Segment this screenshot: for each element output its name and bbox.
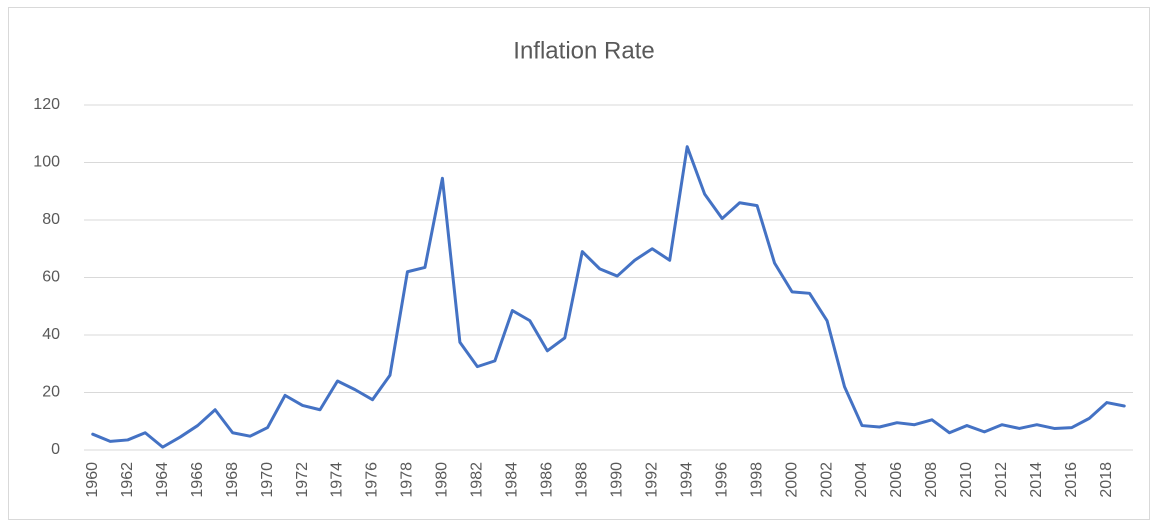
chart-title: Inflation Rate <box>513 37 654 64</box>
x-tick-label: 1962 <box>119 462 136 498</box>
x-tick-label: 2012 <box>993 462 1010 498</box>
y-tick-label: 60 <box>42 269 60 286</box>
x-tick-label: 1998 <box>748 462 765 498</box>
x-tick-label: 1994 <box>678 462 695 498</box>
x-tick-label: 1996 <box>713 462 730 498</box>
y-tick-label: 100 <box>33 154 60 171</box>
x-tick-label: 1992 <box>643 462 660 498</box>
x-tick-label: 2008 <box>923 462 940 498</box>
x-tick-label: 1982 <box>469 462 486 498</box>
x-tick-label: 2000 <box>783 462 800 498</box>
x-tick-label: 1976 <box>364 462 381 498</box>
x-tick-label: 2002 <box>818 462 835 498</box>
x-tick-label: 2014 <box>1028 462 1045 498</box>
y-tick-label: 120 <box>33 96 60 113</box>
x-tick-label: 1968 <box>224 462 241 498</box>
y-tick-label: 80 <box>42 211 60 228</box>
x-tick-label: 1966 <box>189 462 206 498</box>
x-tick-label: 2004 <box>853 462 870 498</box>
x-tick-label: 1970 <box>259 462 276 498</box>
x-tick-label: 1978 <box>399 462 416 498</box>
y-tick-label: 20 <box>42 384 60 401</box>
y-tick-label: 40 <box>42 326 60 343</box>
x-tick-label: 1974 <box>329 462 346 498</box>
y-tick-label: 0 <box>51 441 60 458</box>
x-tick-label: 1990 <box>608 462 625 498</box>
x-tick-label: 1972 <box>294 462 311 498</box>
x-tick-label: 2016 <box>1063 462 1080 498</box>
x-tick-label: 2010 <box>958 462 975 498</box>
x-tick-label: 1984 <box>504 462 521 498</box>
x-tick-label: 1988 <box>573 462 590 498</box>
x-tick-label: 1964 <box>154 462 171 498</box>
x-tick-label: 2006 <box>888 462 905 498</box>
line-series <box>91 145 1126 449</box>
x-tick-label: 1980 <box>434 462 451 498</box>
x-tick-label: 1960 <box>84 462 101 498</box>
x-tick-label: 1986 <box>539 462 556 498</box>
x-tick-label: 2018 <box>1098 462 1115 498</box>
